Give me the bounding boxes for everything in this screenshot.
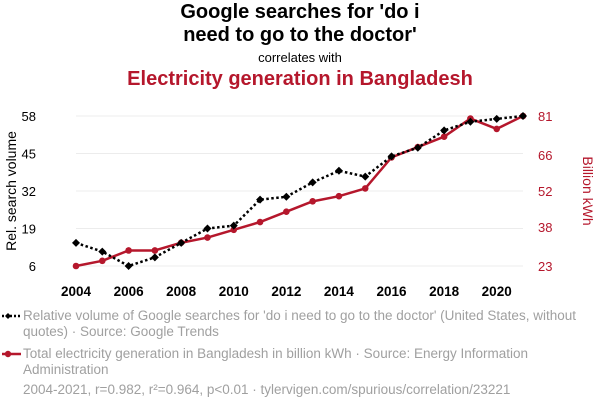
searches-point xyxy=(177,238,186,247)
left-y-tick-label: 58 xyxy=(22,109,36,124)
electricity-point xyxy=(440,133,448,140)
right-y-tick-label: 38 xyxy=(538,220,552,235)
x-tick-label: 2018 xyxy=(429,284,460,299)
searches-point xyxy=(413,143,422,152)
electricity-point xyxy=(256,218,264,226)
electricity-point xyxy=(230,226,238,234)
legend-label-searches: Relative volume of Google searches for '… xyxy=(23,308,576,339)
electricity-point xyxy=(125,247,132,254)
right-y-axis: 23 38 52 66 81 xyxy=(538,109,552,274)
series-searches xyxy=(72,112,527,270)
electricity-point xyxy=(204,234,211,241)
searches-point xyxy=(150,253,159,262)
chart-title: Google searches for 'do i need to go to … xyxy=(0,1,600,47)
searches-point xyxy=(440,126,449,135)
electricity-point xyxy=(283,208,290,215)
x-tick-label: 2004 xyxy=(61,284,92,299)
searches-point xyxy=(492,114,501,123)
searches-point xyxy=(519,112,527,120)
electricity-point xyxy=(98,257,106,265)
searches-point xyxy=(203,224,212,233)
left-y-tick-label: 6 xyxy=(29,259,36,274)
left-y-axis: 6 19 32 45 58 xyxy=(22,109,36,274)
searches-point xyxy=(334,166,343,175)
right-y-tick-label: 66 xyxy=(538,148,552,163)
electricity-point xyxy=(151,247,159,254)
searches-point xyxy=(229,221,238,230)
searches-point xyxy=(282,192,291,201)
footer-stats: 2004-2021, r=0.982, r²=0.964, p<0.01 · t… xyxy=(23,382,511,397)
left-y-tick-label: 19 xyxy=(22,222,36,237)
left-y-axis-label: Rel. search volume xyxy=(3,131,19,251)
electricity-point xyxy=(493,125,501,133)
searches-point xyxy=(308,178,317,187)
series-searches-line xyxy=(75,114,524,268)
correlates-label: correlates with xyxy=(258,50,342,65)
legend-swatch-electricity xyxy=(2,350,21,358)
searches-point xyxy=(98,247,107,256)
searches-point xyxy=(256,195,265,204)
legend-swatch-searches xyxy=(2,313,21,319)
electricity-point xyxy=(361,185,369,192)
x-tick-label: 2014 xyxy=(324,284,355,299)
legend-label-electricity: Total electricity generation in Banglade… xyxy=(23,346,529,377)
searches-point xyxy=(361,172,370,181)
x-tick-label: 2010 xyxy=(219,284,249,299)
electricity-point xyxy=(72,262,80,270)
right-y-tick-label: 52 xyxy=(538,184,552,199)
electricity-point xyxy=(309,198,316,205)
searches-point xyxy=(72,238,80,247)
series-electricity-line xyxy=(75,114,524,268)
left-y-tick-label: 45 xyxy=(22,147,36,162)
x-tick-label: 2020 xyxy=(482,284,512,299)
x-tick-label: 2008 xyxy=(166,284,197,299)
right-y-axis-label: Billion kWh xyxy=(580,156,596,225)
right-y-tick-label: 81 xyxy=(538,109,552,124)
x-tick-label: 2016 xyxy=(377,284,408,299)
searches-point xyxy=(124,262,133,270)
x-axis: 2004 2006 2008 2010 2012 2014 2016 2018 2020 xyxy=(61,284,512,299)
x-tick-label: 2012 xyxy=(271,284,301,299)
chart-title-line2: need to go to the doctor' xyxy=(183,24,417,46)
chart-title-secondary: Electricity generation in Bangladesh xyxy=(127,68,473,90)
electricity-point xyxy=(335,192,343,200)
grid-lines xyxy=(76,115,523,267)
searches-point xyxy=(466,117,475,126)
x-tick-label: 2006 xyxy=(114,284,145,299)
right-y-tick-label: 23 xyxy=(538,259,552,274)
chart-title-line1: Google searches for 'do i xyxy=(180,1,420,23)
searches-point xyxy=(387,152,396,161)
left-y-tick-label: 32 xyxy=(22,184,36,199)
